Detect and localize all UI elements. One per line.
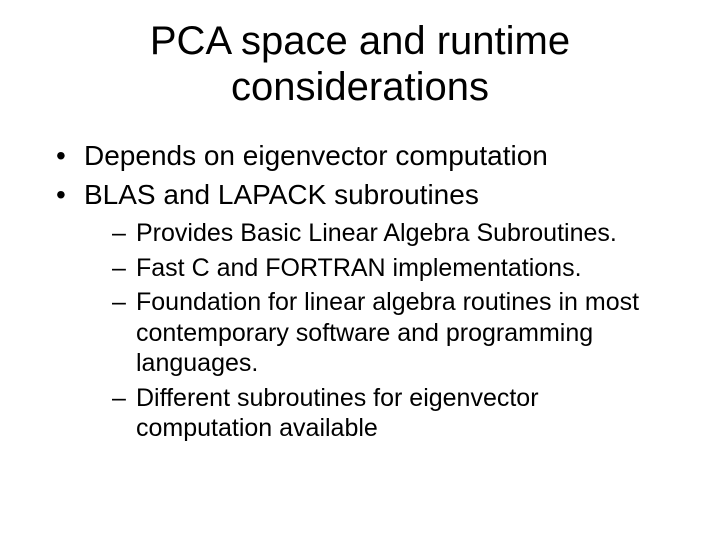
bullet-l1-item: BLAS and LAPACK subroutines Provides Bas… xyxy=(56,177,672,444)
bullet-list-level2: Provides Basic Linear Algebra Subroutine… xyxy=(84,218,672,444)
bullet-l2-item: Fast C and FORTRAN implementations. xyxy=(112,253,672,284)
slide: PCA space and runtime considerations Dep… xyxy=(0,0,720,540)
bullet-l2-item: Provides Basic Linear Algebra Subroutine… xyxy=(112,218,672,249)
bullet-l2-text: Foundation for linear algebra routines i… xyxy=(136,288,639,377)
bullet-l2-text: Different subroutines for eigenvector co… xyxy=(136,384,539,443)
bullet-list-level1: Depends on eigenvector computation BLAS … xyxy=(48,138,672,444)
bullet-l2-item: Different subroutines for eigenvector co… xyxy=(112,383,672,444)
bullet-l2-item: Foundation for linear algebra routines i… xyxy=(112,287,672,379)
bullet-l2-text: Fast C and FORTRAN implementations. xyxy=(136,254,582,282)
bullet-l1-text: BLAS and LAPACK subroutines xyxy=(84,179,479,210)
bullet-l1-item: Depends on eigenvector computation xyxy=(56,138,672,173)
bullet-l2-text: Provides Basic Linear Algebra Subroutine… xyxy=(136,219,617,247)
bullet-l1-text: Depends on eigenvector computation xyxy=(84,140,548,171)
slide-title: PCA space and runtime considerations xyxy=(48,18,672,110)
